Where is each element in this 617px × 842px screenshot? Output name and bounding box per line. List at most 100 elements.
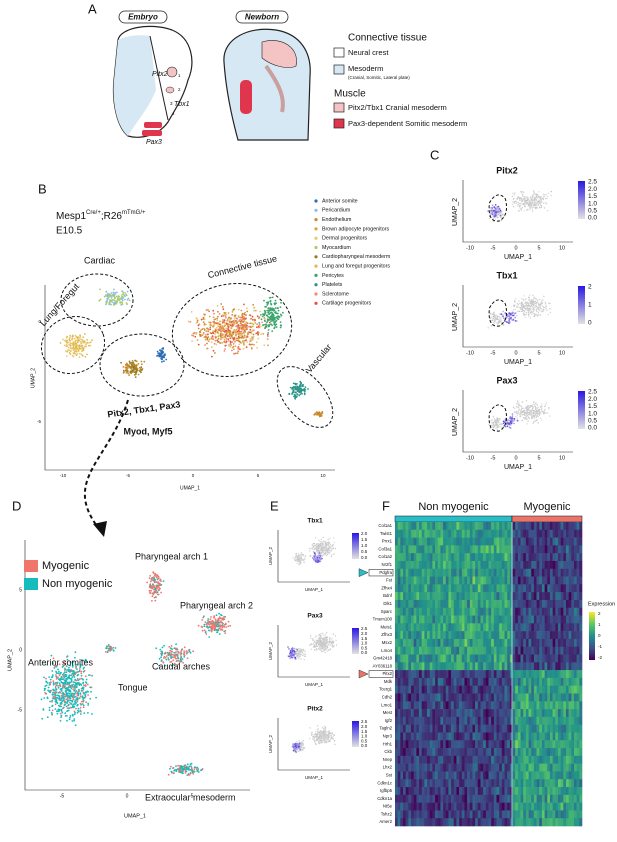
arch-number: 1: [178, 73, 181, 78]
cell-dot: [112, 646, 115, 649]
cell-dot: [542, 308, 545, 310]
cell-dot: [43, 697, 46, 699]
cell-dot: [545, 412, 547, 414]
cell-dot: [231, 341, 234, 343]
cell-dot: [221, 330, 224, 333]
cell-dot: [505, 316, 508, 319]
cell-dot: [66, 696, 69, 699]
cell-dot: [544, 404, 547, 406]
cell-dot: [158, 664, 160, 667]
scale-label: 2.0: [361, 631, 368, 636]
cell-dot: [65, 698, 68, 701]
cell-dot: [538, 414, 541, 417]
cell-dot: [526, 412, 529, 414]
cell-dot: [546, 210, 549, 212]
cell-dot: [487, 327, 489, 329]
cell-dot: [531, 414, 533, 416]
cell-dot: [313, 645, 315, 648]
cell-dot: [332, 537, 335, 539]
cell-dot: [327, 544, 329, 546]
cell-dot: [280, 314, 283, 317]
cell-dot: [87, 704, 90, 706]
cell-dot: [68, 340, 71, 342]
cell-dot: [180, 660, 183, 663]
cell-dot: [527, 312, 530, 314]
cell-dot: [309, 727, 311, 729]
axis-label: UMAP_2: [452, 408, 459, 436]
cell-dot: [246, 310, 249, 313]
cell-dot: [252, 329, 254, 331]
cell-dot: [315, 537, 317, 539]
cell-dot: [189, 763, 192, 766]
cell-dot: [215, 326, 218, 329]
scale-label: 2: [588, 284, 592, 291]
cell-dot: [233, 353, 235, 355]
cell-dot: [287, 646, 289, 648]
cell-dot: [257, 337, 260, 340]
cell-dot: [496, 426, 498, 428]
cell-dot: [196, 770, 199, 773]
cell-dot: [226, 328, 229, 330]
cell-dot: [535, 204, 537, 206]
cell-dot: [506, 423, 509, 426]
cell-dot: [267, 344, 269, 347]
cell-dot: [540, 200, 542, 202]
cell-dot: [64, 681, 67, 683]
cell-dot: [531, 410, 533, 412]
cell-dot: [530, 300, 533, 303]
cell-dot: [493, 322, 495, 324]
feature-plot: [277, 718, 350, 771]
cell-dot: [50, 681, 52, 684]
cell-dot: [67, 346, 70, 349]
cell-dot: [532, 206, 534, 209]
axis-label: UMAP_2: [7, 649, 13, 671]
cell-dot: [332, 544, 334, 546]
cell-dot: [529, 317, 532, 319]
cell-dot: [160, 654, 163, 657]
cell-dot: [514, 411, 516, 414]
cell-dot: [315, 641, 317, 643]
cell-dot: [71, 665, 74, 668]
color-scale: [352, 533, 359, 559]
cell-dot: [71, 337, 74, 340]
cell-dot: [181, 658, 184, 660]
feature-plot: [277, 530, 350, 583]
cell-dot: [213, 616, 216, 619]
y-tick-label: -5: [18, 707, 23, 713]
cell-dot: [214, 337, 217, 339]
cell-dot: [270, 323, 272, 325]
cell-dot: [548, 408, 550, 410]
cell-dot: [150, 585, 153, 587]
cell-dot: [220, 325, 223, 327]
cell-dot: [312, 736, 314, 738]
cell-dot: [70, 695, 72, 698]
cell-dot: [524, 409, 526, 411]
cell-dot: [531, 407, 534, 410]
cell-dot: [73, 703, 76, 705]
cell-dot: [267, 329, 270, 331]
cell-dot: [218, 325, 221, 328]
cell-dot: [57, 685, 60, 687]
cell-dot: [512, 314, 514, 317]
cell-dot: [177, 657, 180, 660]
cell-dot: [113, 299, 116, 302]
cell-dot: [547, 302, 550, 304]
cell-dot: [59, 698, 62, 700]
cell-dot: [181, 771, 184, 773]
cell-dot: [227, 620, 230, 623]
scale-label: 1.5: [361, 537, 368, 542]
cell-dot: [264, 327, 266, 330]
cell-dot: [150, 577, 153, 580]
cell-dot: [500, 213, 502, 215]
cell-dot: [520, 198, 522, 200]
cell-dot: [506, 315, 509, 318]
plot-title: Pitx2: [307, 706, 323, 713]
cell-dot: [315, 635, 317, 637]
cell-dot: [502, 317, 505, 320]
cell-dot: [330, 734, 333, 737]
cell-dot: [513, 304, 515, 307]
cell-dot: [529, 203, 531, 205]
cell-dot: [245, 346, 248, 349]
cell-dot: [75, 346, 78, 348]
cell-dot: [329, 547, 332, 549]
